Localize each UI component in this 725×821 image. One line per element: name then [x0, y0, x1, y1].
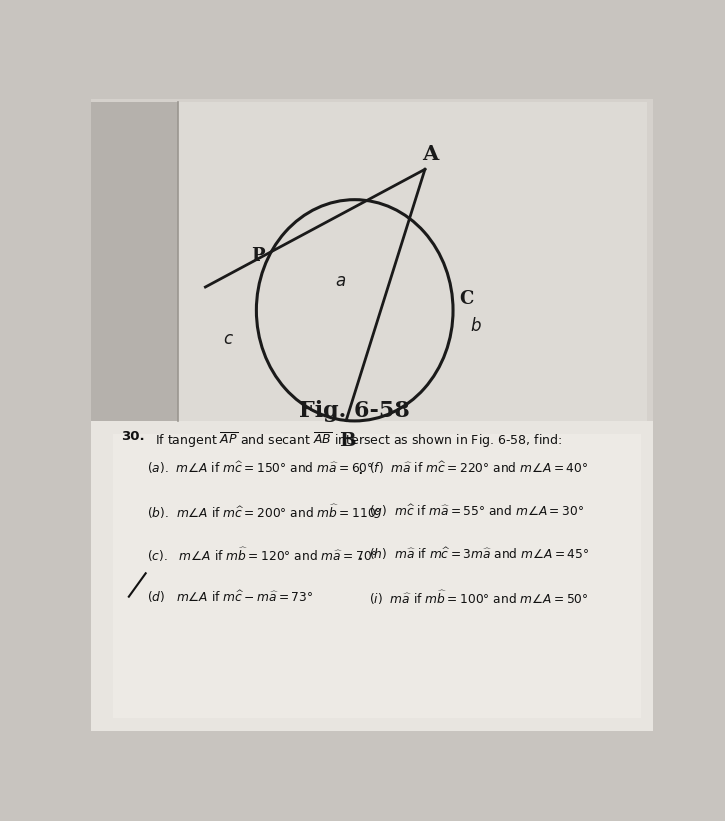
Text: A: A — [423, 144, 439, 163]
Text: $(i)$  $m\widehat{a}$ if $m\widehat{b}=100°$ and $m\angle A=50°$: $(i)$ $m\widehat{a}$ if $m\widehat{b}=10… — [369, 589, 588, 607]
Text: c: c — [224, 330, 233, 348]
Text: Fig. 6-58: Fig. 6-58 — [299, 401, 410, 423]
Text: $\cdot$: $\cdot$ — [357, 463, 363, 481]
Text: B: B — [339, 432, 355, 450]
Bar — [91, 102, 178, 421]
Text: P: P — [251, 247, 265, 265]
Bar — [91, 421, 652, 731]
Text: $\cdot$: $\cdot$ — [357, 549, 363, 567]
Text: If tangent $\overline{AP}$ and secant $\overline{AB}$ intersect as shown in Fig.: If tangent $\overline{AP}$ and secant $\… — [155, 430, 563, 450]
Text: a: a — [336, 272, 346, 290]
Text: C: C — [460, 291, 474, 309]
Bar — [113, 433, 641, 718]
Text: 30.: 30. — [122, 430, 145, 443]
Text: $(b)$.  $m\angle A$ if $m\widehat{c}=200°$ and $m\widehat{b}=110°$: $(b)$. $m\angle A$ if $m\widehat{c}=200°… — [146, 503, 381, 521]
Bar — [175, 102, 647, 421]
Text: $(c)$.   $m\angle A$ if $m\widehat{b}=120°$ and $m\widehat{a}=70°$: $(c)$. $m\angle A$ if $m\widehat{b}=120°… — [146, 546, 378, 564]
Text: $(a)$.  $m\angle A$ if $m\widehat{c}=150°$ and $m\widehat{a}=60°$: $(a)$. $m\angle A$ if $m\widehat{c}=150°… — [146, 460, 373, 476]
Text: $(f)$  $m\widehat{a}$ if $m\widehat{c}=220°$ and $m\angle A=40°$: $(f)$ $m\widehat{a}$ if $m\widehat{c}=22… — [369, 460, 588, 476]
Text: $(g)$  $m\widehat{c}$ if $m\widehat{a}=55°$ and $m\angle A=30°$: $(g)$ $m\widehat{c}$ if $m\widehat{a}=55… — [369, 503, 584, 521]
Text: $(h)$  $m\widehat{a}$ if $m\widehat{c}=3m\widehat{a}$ and $m\angle A=45°$: $(h)$ $m\widehat{a}$ if $m\widehat{c}=3m… — [369, 546, 589, 562]
Text: $(d)$   $m\angle A$ if $m\widehat{c}-m\widehat{a}=73°$: $(d)$ $m\angle A$ if $m\widehat{c}-m\wid… — [146, 589, 313, 605]
Text: b: b — [471, 317, 481, 335]
